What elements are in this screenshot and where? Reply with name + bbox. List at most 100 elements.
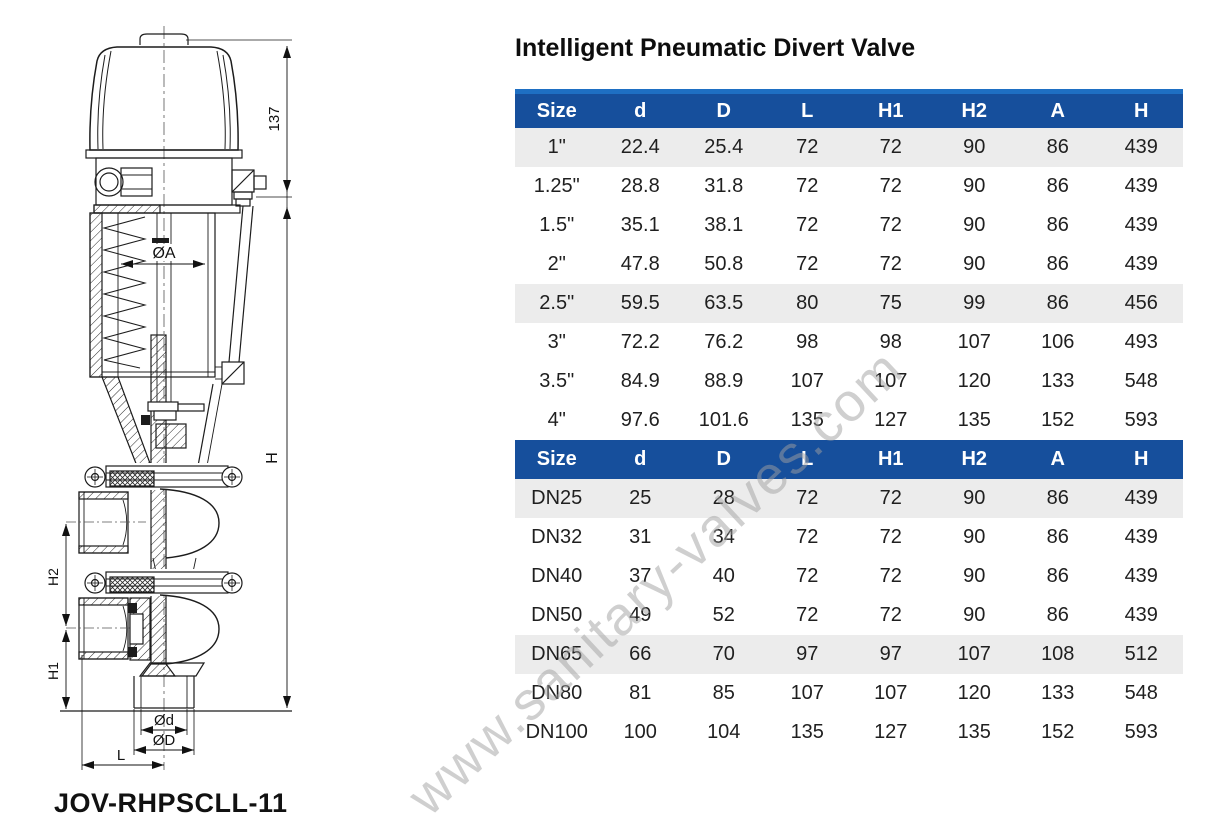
- table-cell: 72: [796, 565, 819, 587]
- table-cell: 107: [957, 331, 991, 353]
- table-row: 2.5" 59.5 63.5 80 75 99 86 456: [515, 284, 1183, 323]
- table-cell: 86: [1046, 604, 1069, 626]
- table-cell: 35.1: [620, 214, 660, 236]
- table-cell: 133: [1041, 682, 1075, 704]
- table-cell: 2.5": [515, 284, 599, 323]
- page-title: Intelligent Pneumatic Divert Valve: [515, 34, 916, 62]
- column-header: H2: [932, 89, 1016, 128]
- table-cell: 127: [874, 409, 908, 431]
- table-cell: 90: [963, 175, 986, 197]
- table-cell: 72: [765, 479, 849, 518]
- table-cell: 97: [765, 635, 849, 674]
- table-cell: 439: [1124, 604, 1158, 626]
- table-cell: 456: [1099, 284, 1183, 323]
- table-row: 1.25" 28.8 31.8 72 72 90 86 439: [515, 167, 1183, 206]
- table-cell: 49: [629, 604, 652, 626]
- table-cell: 108: [1016, 635, 1100, 674]
- column-header: D: [682, 89, 766, 128]
- table-row: DN50 49 52 72 72 90 86 439: [515, 596, 1183, 635]
- column-header: H2: [932, 440, 1016, 479]
- table-cell: 439: [1124, 253, 1158, 275]
- table-cell: 107: [790, 370, 824, 392]
- table-cell: 106: [1041, 331, 1075, 353]
- table-cell: 85: [712, 682, 735, 704]
- table-cell: 72: [879, 253, 902, 275]
- table-cell: DN100: [525, 721, 588, 743]
- table-cell: 72: [879, 214, 902, 236]
- column-header: L: [765, 89, 849, 128]
- table-cell: 86: [1046, 565, 1069, 587]
- table-cell: 4": [547, 409, 566, 431]
- column-header: A: [1016, 440, 1100, 479]
- table-cell: 120: [957, 682, 991, 704]
- table-cell: 548: [1124, 370, 1158, 392]
- table-row: 1.5" 35.1 38.1 72 72 90 86 439: [515, 206, 1183, 245]
- table-cell: 107: [790, 682, 824, 704]
- table-row: 1" 22.4 25.4 72 72 90 86 439: [515, 128, 1183, 167]
- column-header: d: [598, 89, 682, 128]
- table-cell: 86: [1046, 526, 1069, 548]
- table-cell: 72: [879, 175, 902, 197]
- table-cell: 75: [849, 284, 933, 323]
- table-cell: 28.8: [620, 175, 660, 197]
- table-cell: 135: [790, 409, 824, 431]
- table-cell: 72: [765, 128, 849, 167]
- column-header: Size: [515, 89, 599, 128]
- table-cell: 84.9: [620, 370, 660, 392]
- table-row: 2" 47.8 50.8 72 72 90 86 439: [515, 245, 1183, 284]
- table-cell: 80: [765, 284, 849, 323]
- table-cell: 86: [1016, 479, 1100, 518]
- table-cell: 38.1: [704, 214, 744, 236]
- valve-section-drawing: 137 H H2 H1 ØA Ød ØD L: [45, 26, 292, 770]
- table-cell: 90: [963, 565, 986, 587]
- table-cell: 59.5: [598, 284, 682, 323]
- valve-geometry: [60, 26, 292, 770]
- table-cell: DN25: [515, 479, 599, 518]
- table-cell: 72: [849, 479, 933, 518]
- table-cell: 98: [879, 331, 902, 353]
- table-cell: 593: [1124, 409, 1158, 431]
- table-cell: 2": [547, 253, 566, 275]
- table-cell: 66: [598, 635, 682, 674]
- table-cell: 90: [963, 604, 986, 626]
- column-header: L: [765, 440, 849, 479]
- table-row: DN65 66 70 97 97 107 108 512: [515, 635, 1183, 674]
- column-header: A: [1016, 89, 1100, 128]
- table-cell: 86: [1046, 175, 1069, 197]
- table-cell: 97: [849, 635, 933, 674]
- table-cell: 1": [515, 128, 599, 167]
- header-row: Size d D L H1 H2 A H: [515, 440, 1183, 479]
- table-row: 3" 72.2 76.2 98 98 107 106 493: [515, 323, 1183, 362]
- table-cell: DN80: [531, 682, 583, 704]
- table-cell: 104: [707, 721, 741, 743]
- dim-label-h2: H2: [45, 568, 61, 586]
- table-cell: 135: [790, 721, 824, 743]
- table-row: DN25 25 28 72 72 90 86 439: [515, 479, 1183, 518]
- table-cell: 86: [1016, 284, 1100, 323]
- table-row: DN100 100 104 135 127 135 152 593: [515, 713, 1183, 752]
- table-cell: 72: [879, 604, 902, 626]
- table-cell: 86: [1046, 253, 1069, 275]
- table-cell: 439: [1124, 214, 1158, 236]
- table-cell: 25.4: [682, 128, 766, 167]
- table-cell: 99: [932, 284, 1016, 323]
- header-row: Size d D L H1 H2 A H: [515, 89, 1183, 128]
- dim-label-l: L: [117, 747, 125, 764]
- table-cell: 86: [1016, 128, 1100, 167]
- table-cell: 3.5": [539, 370, 575, 392]
- column-header: d: [598, 440, 682, 479]
- table-cell: 72: [796, 526, 819, 548]
- table-cell: 81: [629, 682, 652, 704]
- table-cell: 34: [712, 526, 735, 548]
- dim-label-137: 137: [266, 106, 283, 131]
- spec-panel: Intelligent Pneumatic Divert Valve Size d…: [515, 34, 1183, 752]
- table-cell: 512: [1099, 635, 1183, 674]
- table-cell: 1.5": [539, 214, 575, 236]
- column-header: Size: [515, 440, 599, 479]
- dim-label-dia-a: ØA: [152, 245, 175, 262]
- table-cell: 72: [796, 214, 819, 236]
- dim-label-h1: H1: [45, 662, 61, 680]
- table-cell: 120: [957, 370, 991, 392]
- table-row: DN32 31 34 72 72 90 86 439: [515, 518, 1183, 557]
- table-row: DN80 81 85 107 107 120 133 548: [515, 674, 1183, 713]
